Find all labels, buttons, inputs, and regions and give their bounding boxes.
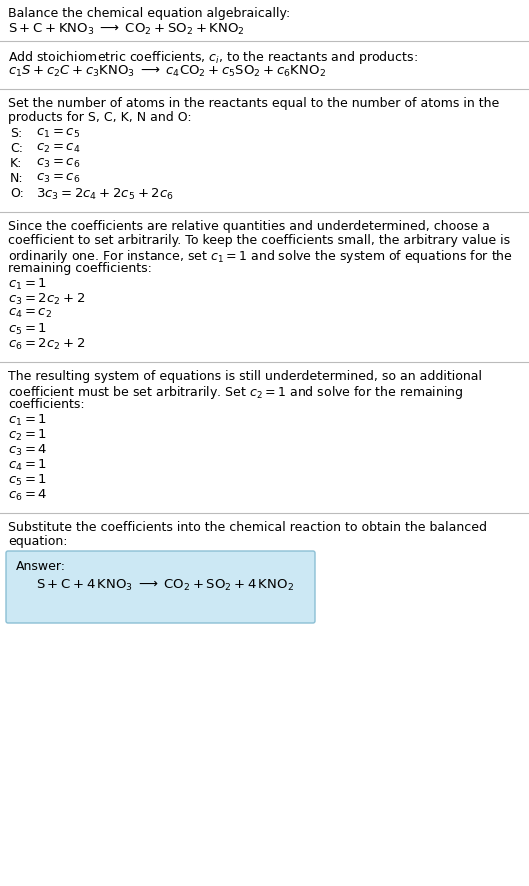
Text: equation:: equation: xyxy=(8,535,68,548)
Text: $c_2 = c_4$: $c_2 = c_4$ xyxy=(36,142,80,155)
Text: $c_3 = 4$: $c_3 = 4$ xyxy=(8,443,48,458)
Text: N:: N: xyxy=(10,172,24,185)
Text: Substitute the coefficients into the chemical reaction to obtain the balanced: Substitute the coefficients into the che… xyxy=(8,521,487,534)
Text: $\mathrm{S + C + KNO_3 \;\longrightarrow\; CO_2 + SO_2 + KNO_2}$: $\mathrm{S + C + KNO_3 \;\longrightarrow… xyxy=(8,22,245,37)
Text: $c_1 = 1$: $c_1 = 1$ xyxy=(8,277,47,292)
Text: Since the coefficients are relative quantities and underdetermined, choose a: Since the coefficients are relative quan… xyxy=(8,220,490,233)
Text: remaining coefficients:: remaining coefficients: xyxy=(8,262,152,275)
Text: C:: C: xyxy=(10,142,23,155)
Text: Answer:: Answer: xyxy=(16,560,66,573)
Text: $c_4 = 1$: $c_4 = 1$ xyxy=(8,458,47,473)
Text: $c_2 = 1$: $c_2 = 1$ xyxy=(8,428,47,443)
Text: K:: K: xyxy=(10,157,22,170)
Text: $c_3 = c_6$: $c_3 = c_6$ xyxy=(36,172,80,185)
Text: $c_5 = 1$: $c_5 = 1$ xyxy=(8,473,47,488)
Text: Set the number of atoms in the reactants equal to the number of atoms in the: Set the number of atoms in the reactants… xyxy=(8,97,499,110)
Text: $c_6 = 2 c_2 + 2$: $c_6 = 2 c_2 + 2$ xyxy=(8,337,85,352)
Text: $\mathrm{S + C + 4\, KNO_3 \;\longrightarrow\; CO_2 + SO_2 + 4\, KNO_2}$: $\mathrm{S + C + 4\, KNO_3 \;\longrighta… xyxy=(36,578,294,593)
Text: Balance the chemical equation algebraically:: Balance the chemical equation algebraica… xyxy=(8,7,290,20)
Text: $c_1 = 1$: $c_1 = 1$ xyxy=(8,413,47,428)
Text: $c_3 = c_6$: $c_3 = c_6$ xyxy=(36,157,80,170)
Text: ordinarily one. For instance, set $c_1 = 1$ and solve the system of equations fo: ordinarily one. For instance, set $c_1 =… xyxy=(8,248,513,265)
Text: $c_3 = 2 c_2 + 2$: $c_3 = 2 c_2 + 2$ xyxy=(8,292,85,307)
Text: $3 c_3 = 2 c_4 + 2 c_5 + 2 c_6$: $3 c_3 = 2 c_4 + 2 c_5 + 2 c_6$ xyxy=(36,187,174,202)
Text: coefficient to set arbitrarily. To keep the coefficients small, the arbitrary va: coefficient to set arbitrarily. To keep … xyxy=(8,234,510,247)
Text: S:: S: xyxy=(10,127,22,140)
Text: $c_4 = c_2$: $c_4 = c_2$ xyxy=(8,307,52,320)
Text: coefficients:: coefficients: xyxy=(8,398,85,411)
Text: $c_1 = c_5$: $c_1 = c_5$ xyxy=(36,127,80,140)
Text: O:: O: xyxy=(10,187,24,200)
Text: $c_6 = 4$: $c_6 = 4$ xyxy=(8,488,48,503)
Text: products for S, C, K, N and O:: products for S, C, K, N and O: xyxy=(8,111,191,124)
Text: The resulting system of equations is still underdetermined, so an additional: The resulting system of equations is sti… xyxy=(8,370,482,383)
Text: $c_5 = 1$: $c_5 = 1$ xyxy=(8,322,47,337)
Text: $c_1 S + c_2 C + c_3 \mathrm{KNO_3} \;\longrightarrow\; c_4 \mathrm{CO_2} + c_5 : $c_1 S + c_2 C + c_3 \mathrm{KNO_3} \;\l… xyxy=(8,64,326,79)
Text: coefficient must be set arbitrarily. Set $c_2 = 1$ and solve for the remaining: coefficient must be set arbitrarily. Set… xyxy=(8,384,463,401)
FancyBboxPatch shape xyxy=(6,551,315,623)
Text: Add stoichiometric coefficients, $c_i$, to the reactants and products:: Add stoichiometric coefficients, $c_i$, … xyxy=(8,49,418,66)
